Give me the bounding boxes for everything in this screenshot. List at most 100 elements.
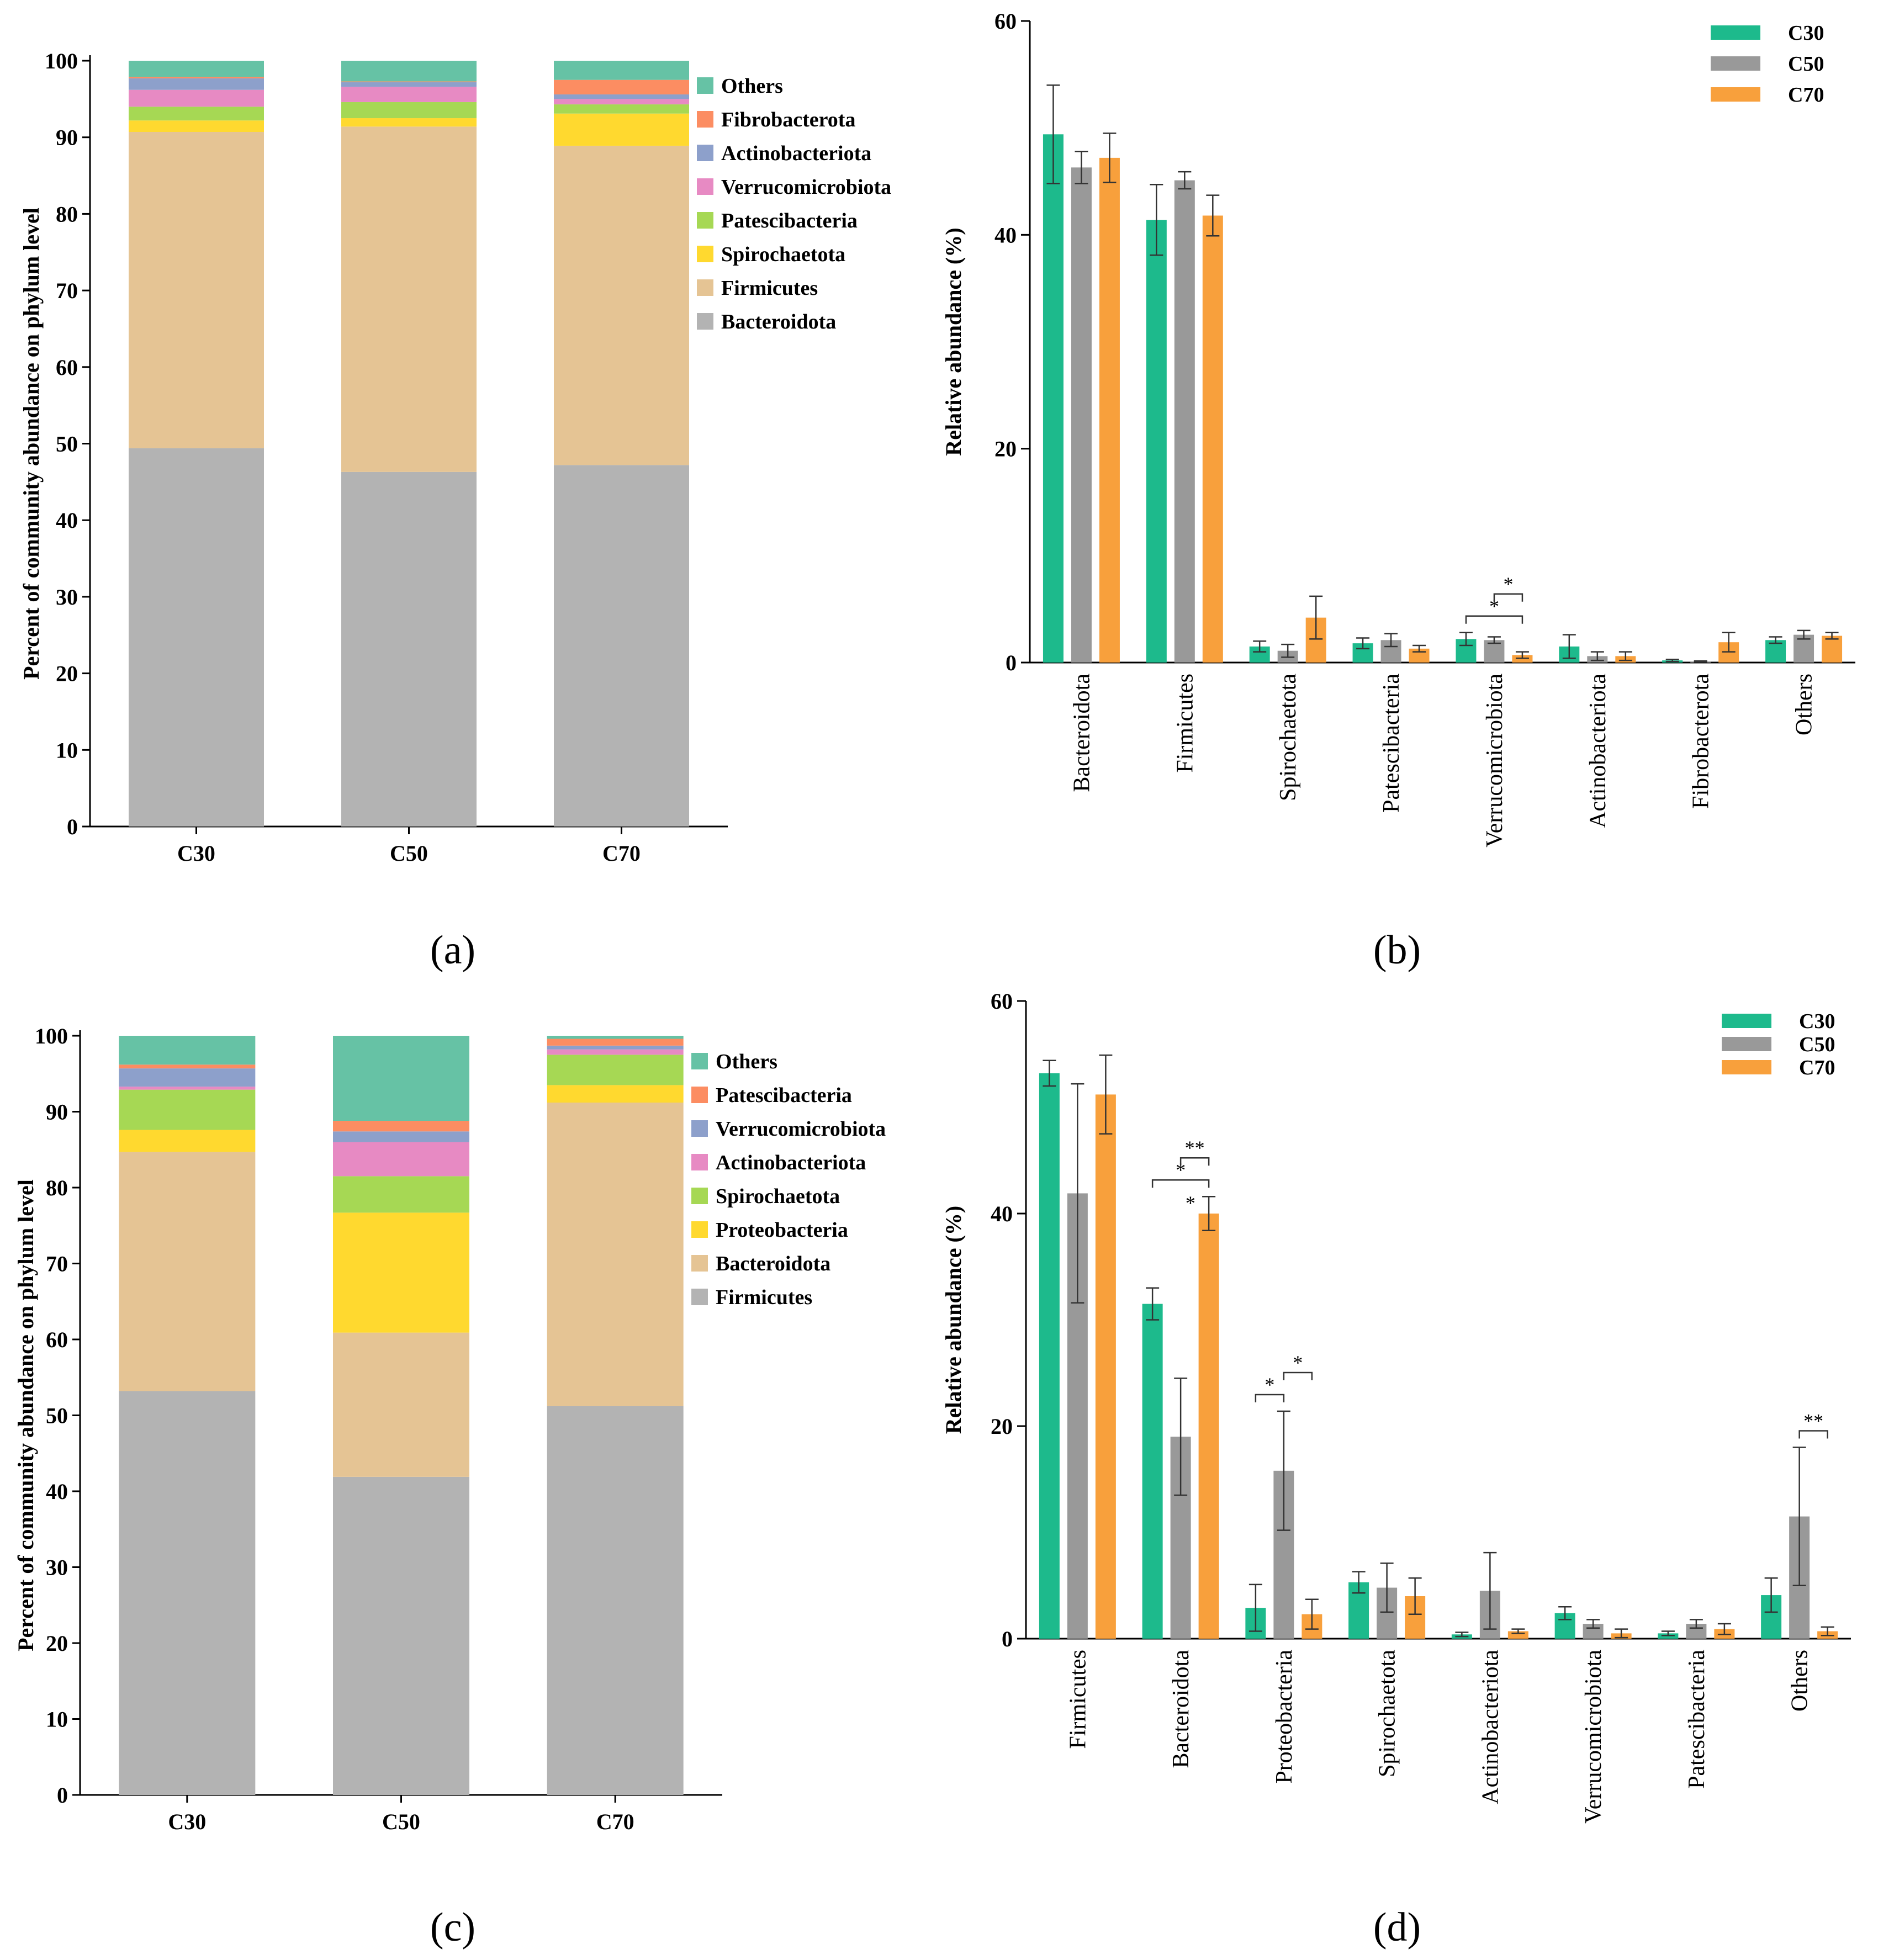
significance-bracket: [1283, 1371, 1313, 1381]
legend-swatch-patescibacteria: [691, 1087, 708, 1103]
bar-c50-firmicutes: [1174, 180, 1195, 663]
legend-label: Patescibacteria: [716, 1084, 852, 1107]
panel-label: (b): [1373, 928, 1421, 973]
x-category-label: Spirochaetota: [1276, 674, 1301, 801]
x-category-label: Firmicutes: [1172, 674, 1198, 773]
legend-swatch-c30: [1711, 25, 1760, 40]
legend-label: Firmicutes: [721, 277, 818, 300]
bar-c70-bacteroidota: [1198, 1214, 1219, 1639]
x-category-label: Fibrobacterota: [1689, 674, 1714, 809]
legend-label: C30: [1788, 22, 1824, 45]
stacked-segment-spirochaetota-c30: [129, 120, 264, 132]
stacked-segment-verrucomicrobiota-c70: [547, 1045, 684, 1050]
stacked-segment-firmicutes-c50: [333, 1476, 469, 1795]
x-category-label: Verrucomicrobiota: [1482, 674, 1507, 847]
stacked-segment-others-c30: [129, 61, 264, 77]
y-tick-label: 0: [67, 814, 78, 839]
legend-label: C50: [1788, 52, 1824, 76]
stacked-segment-spirochaetota-c50: [341, 118, 477, 127]
legend-swatch-c50: [1711, 56, 1760, 71]
stacked-segment-bacteroidota-c70: [547, 1103, 684, 1406]
panel-label: (c): [430, 1905, 475, 1950]
y-tick-label: 70: [56, 278, 78, 303]
panel-d-grouped-bar-chart: 0 20 40 60 Relative abundance (%) Firmicutes B…: [941, 989, 1851, 1950]
legend-label: Bacteroidota: [721, 310, 836, 333]
x-category-label: Verrucomicrobiota: [1581, 1650, 1606, 1824]
legend-swatch-bacteroidota: [697, 313, 713, 330]
y-tick-label: 90: [46, 1100, 68, 1125]
x-tick-label: C70: [602, 841, 641, 866]
stacked-segment-spirochaetota-c50: [333, 1176, 469, 1213]
x-category-label: Others: [1787, 1650, 1813, 1712]
significance-bracket: [1179, 1157, 1210, 1166]
stacked-segment-patescibacteria-c30: [129, 107, 264, 121]
legend-swatch-actinobacteriota: [691, 1154, 708, 1170]
y-tick-label: 60: [56, 355, 78, 380]
legend-swatch-patescibacteria: [697, 212, 713, 229]
x-category-label: Bacteroidota: [1069, 674, 1094, 792]
legend-swatch-actinobacteriota: [697, 145, 713, 161]
legend-swatch-fibrobacterota: [697, 111, 713, 128]
panel-c-stacked-bar-chart: 0 10 20 30 40 50 60 70 80 90 100 Percent of communi…: [13, 1024, 886, 1950]
stacked-segment-actinobacteriota-c30: [129, 78, 264, 90]
stacked-segment-fibrobacterota-c50: [341, 81, 477, 82]
significance-bracket: [1798, 1430, 1828, 1439]
y-axis-title: Percent of community abundance on phylum…: [19, 208, 44, 680]
stacked-segment-proteobacteria-c70: [547, 1085, 684, 1103]
stacked-segment-actinobacteriota-c70: [547, 1049, 684, 1055]
y-tick-label: 0: [1002, 1627, 1013, 1651]
y-tick-label: 20: [56, 661, 78, 686]
x-category-label: Others: [1792, 674, 1817, 735]
bar-c30-firmicutes: [1146, 220, 1167, 663]
legend-swatch-spirochaetota: [697, 246, 713, 262]
stacked-segment-bacteroidota-c50: [341, 472, 477, 827]
panel-label: (d): [1373, 1905, 1421, 1950]
stacked-segment-others-c70: [554, 61, 689, 80]
x-tick-label: C70: [596, 1809, 634, 1834]
significance-label: **: [1803, 1410, 1823, 1432]
x-tick-label: C50: [390, 841, 428, 866]
bar-c70-bacteroidota: [1099, 157, 1120, 663]
y-tick-label: 60: [991, 989, 1013, 1014]
stacked-segment-fibrobacterota-c30: [129, 77, 264, 78]
legend-swatch-verrucomicrobiota: [697, 178, 713, 195]
stacked-segment-verrucomicrobiota-c30: [129, 89, 264, 107]
y-tick-label: 40: [994, 223, 1017, 247]
significance-label: *: [1265, 1374, 1274, 1396]
significance-bracket: [1151, 1179, 1210, 1188]
y-tick-label: 90: [56, 125, 78, 150]
stacked-segment-firmicutes-c70: [547, 1406, 684, 1795]
legend-label: Others: [721, 75, 783, 98]
legend-label: Spirochaetota: [716, 1185, 840, 1208]
stacked-segment-bacteroidota-c30: [129, 448, 264, 827]
stacked-segment-verrucomicrobiota-c70: [554, 99, 689, 105]
legend-swatch-proteobacteria: [691, 1221, 708, 1238]
bar-c30-firmicutes: [1039, 1073, 1060, 1639]
legend-label: C70: [1799, 1056, 1835, 1079]
y-tick-label: 80: [46, 1175, 68, 1200]
significance-label: *: [1176, 1159, 1186, 1181]
legend-swatch-c30: [1722, 1014, 1771, 1028]
y-tick-label: 50: [56, 432, 78, 457]
stacked-segment-firmicutes-c50: [341, 126, 477, 472]
significance-label: *: [1503, 573, 1513, 595]
y-tick-label: 50: [46, 1403, 68, 1428]
legend-label: Spirochaetota: [721, 243, 845, 266]
legend-label: Others: [716, 1050, 777, 1073]
stacked-segment-spirochaetota-c30: [119, 1089, 256, 1130]
legend-label: C30: [1799, 1010, 1835, 1033]
legend-label: Actinobacteriota: [721, 142, 871, 165]
legend-swatch-verrucomicrobiota: [691, 1120, 708, 1137]
x-category-label: Actinobacteriota: [1478, 1650, 1503, 1804]
panel-a-stacked-bar-chart: 0 10 20 30 40 50 60 70 80 90 100 Percent of communi…: [19, 49, 891, 973]
legend-label: Actinobacteriota: [716, 1151, 866, 1174]
stacked-segment-actinobacteriota-c50: [341, 82, 477, 87]
stacked-segment-spirochaetota-c70: [547, 1055, 684, 1085]
significance-label: *: [1489, 595, 1499, 617]
legend-swatch-c70: [1722, 1060, 1771, 1074]
y-tick-label: 10: [56, 738, 78, 762]
bar-c70-firmicutes: [1095, 1094, 1116, 1639]
stacked-segment-fibrobacterota-c70: [554, 80, 689, 95]
x-category-label: Patescibacteria: [1684, 1650, 1710, 1789]
stacked-segment-proteobacteria-c50: [333, 1212, 469, 1333]
